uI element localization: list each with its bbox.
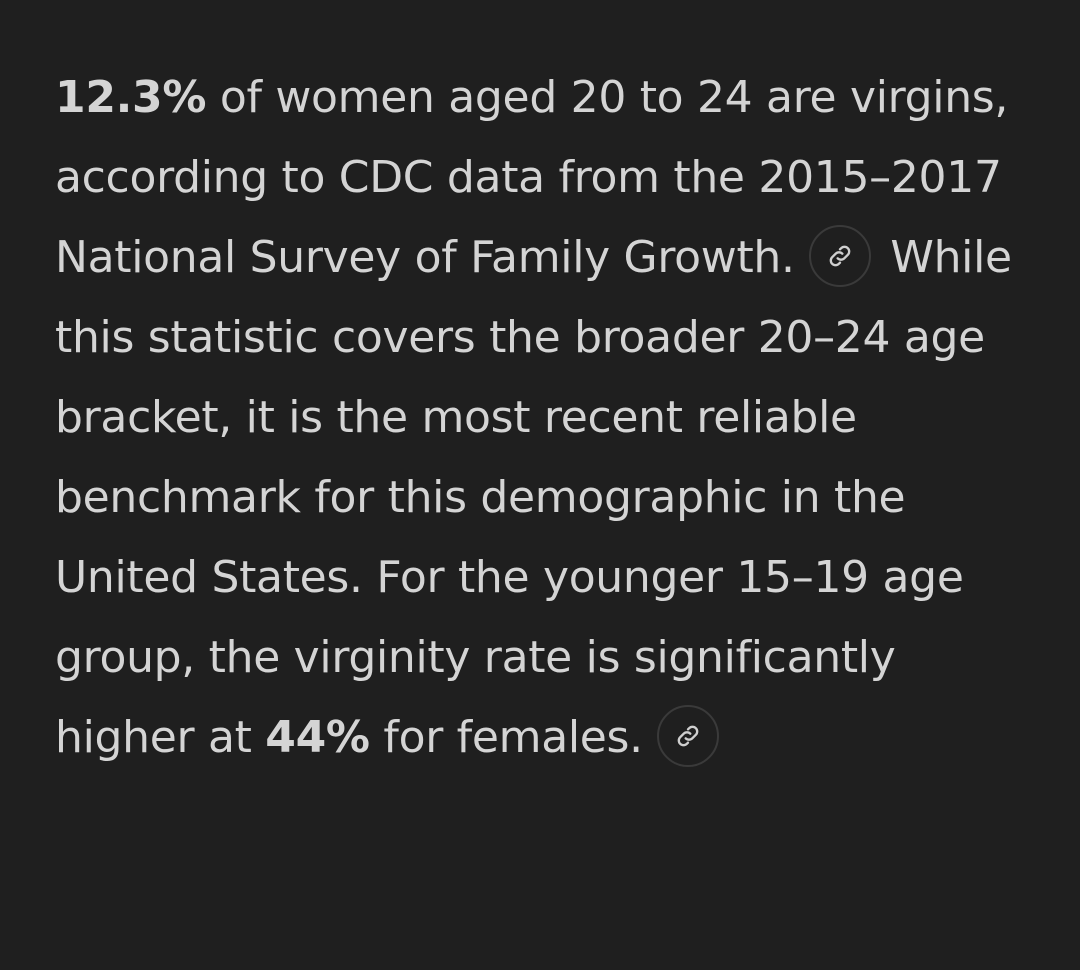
text-segment: for females. <box>369 712 643 763</box>
text-segment: of women aged 20 to 24 are virgins, acco… <box>55 72 1009 283</box>
text-segment: 44% <box>265 712 370 763</box>
citation-link[interactable] <box>656 705 719 767</box>
citation-link[interactable] <box>808 225 871 287</box>
link-icon <box>677 725 699 747</box>
link-icon <box>829 245 851 267</box>
answer-paragraph: 12.3% of women aged 20 to 24 are virgins… <box>55 58 1030 778</box>
text-segment: While this statistic covers the broader … <box>55 232 1012 763</box>
text-segment: 12.3% <box>55 72 207 123</box>
